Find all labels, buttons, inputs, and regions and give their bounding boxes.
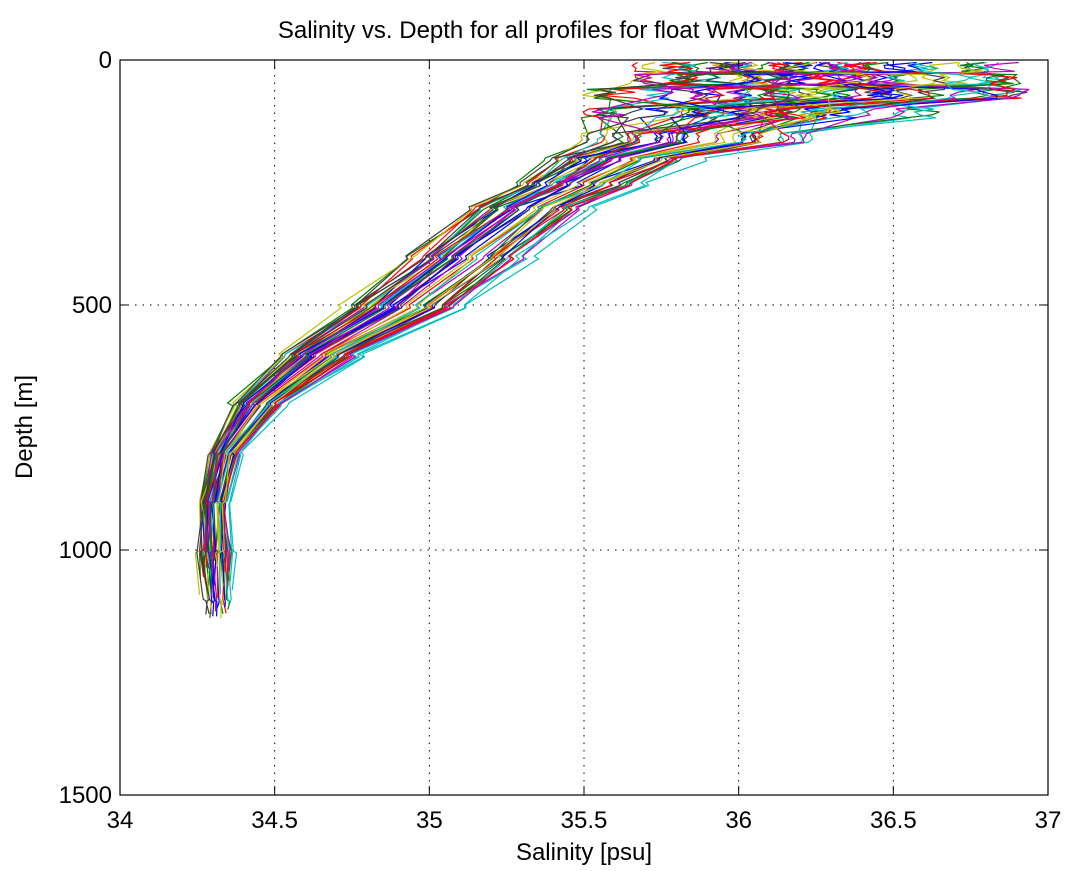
salinity-profile-line [216,61,935,619]
grid [120,60,1048,795]
salinity-profile-line [217,61,980,594]
salinity-profile-line [206,61,863,562]
salinity-profile-line [204,61,832,574]
x-axis-title: Salinity [psu] [516,839,652,866]
salinity-profile-line [201,61,793,603]
salinity-profile-line [196,61,709,615]
salinity-profile-line [218,61,871,587]
salinity-profile-line [211,61,903,586]
salinity-profile-line [206,61,791,597]
x-tick-label: 37 [1035,807,1062,834]
salinity-profile-line [201,61,784,572]
salinity-profile-line [216,62,908,571]
x-tick-label: 34.5 [251,807,298,834]
salinity-profile-line [228,61,1022,591]
salinity-profile-line [211,61,840,598]
y-axis-title: Depth [m] [11,375,38,479]
x-tick-label: 35.5 [561,807,608,834]
salinity-profile-line [202,61,738,573]
x-tick-label: 36.5 [870,807,917,834]
salinity-profile-line [206,61,810,586]
y-axis: 0 500 1000 1500 [59,47,1048,809]
profiles-group [194,61,1030,619]
salinity-profile-line [223,62,933,587]
chart-title: Salinity vs. Depth for all profiles for … [278,17,894,44]
y-tick-label: 0 [99,47,112,74]
salinity-profile-line [194,61,701,595]
salinity-profile-line [206,62,866,556]
salinity-profile-line [203,61,801,554]
salinity-profile-line [199,62,785,578]
salinity-profile-line [210,61,888,571]
y-tick-label: 500 [72,292,112,319]
salinity-profile-line [210,61,889,595]
salinity-profile-line [213,61,914,561]
y-tick-label: 1000 [59,537,112,564]
salinity-profile-line [199,61,772,603]
salinity-profile-line [211,61,959,567]
salinity-profile-line [220,61,998,608]
salinity-profile-line [201,61,813,606]
x-tick-label: 35 [416,807,443,834]
salinity-profile-line [215,61,795,554]
salinity-profile-line [203,62,765,568]
y-tick-label: 1500 [59,782,112,809]
x-tick-label: 36 [725,807,752,834]
salinity-profile-line [206,61,827,617]
x-axis: 34 34.5 35 35.5 36 36.5 37 [107,60,1062,834]
salinity-profile-line [207,62,865,598]
x-tick-label: 34 [107,807,134,834]
